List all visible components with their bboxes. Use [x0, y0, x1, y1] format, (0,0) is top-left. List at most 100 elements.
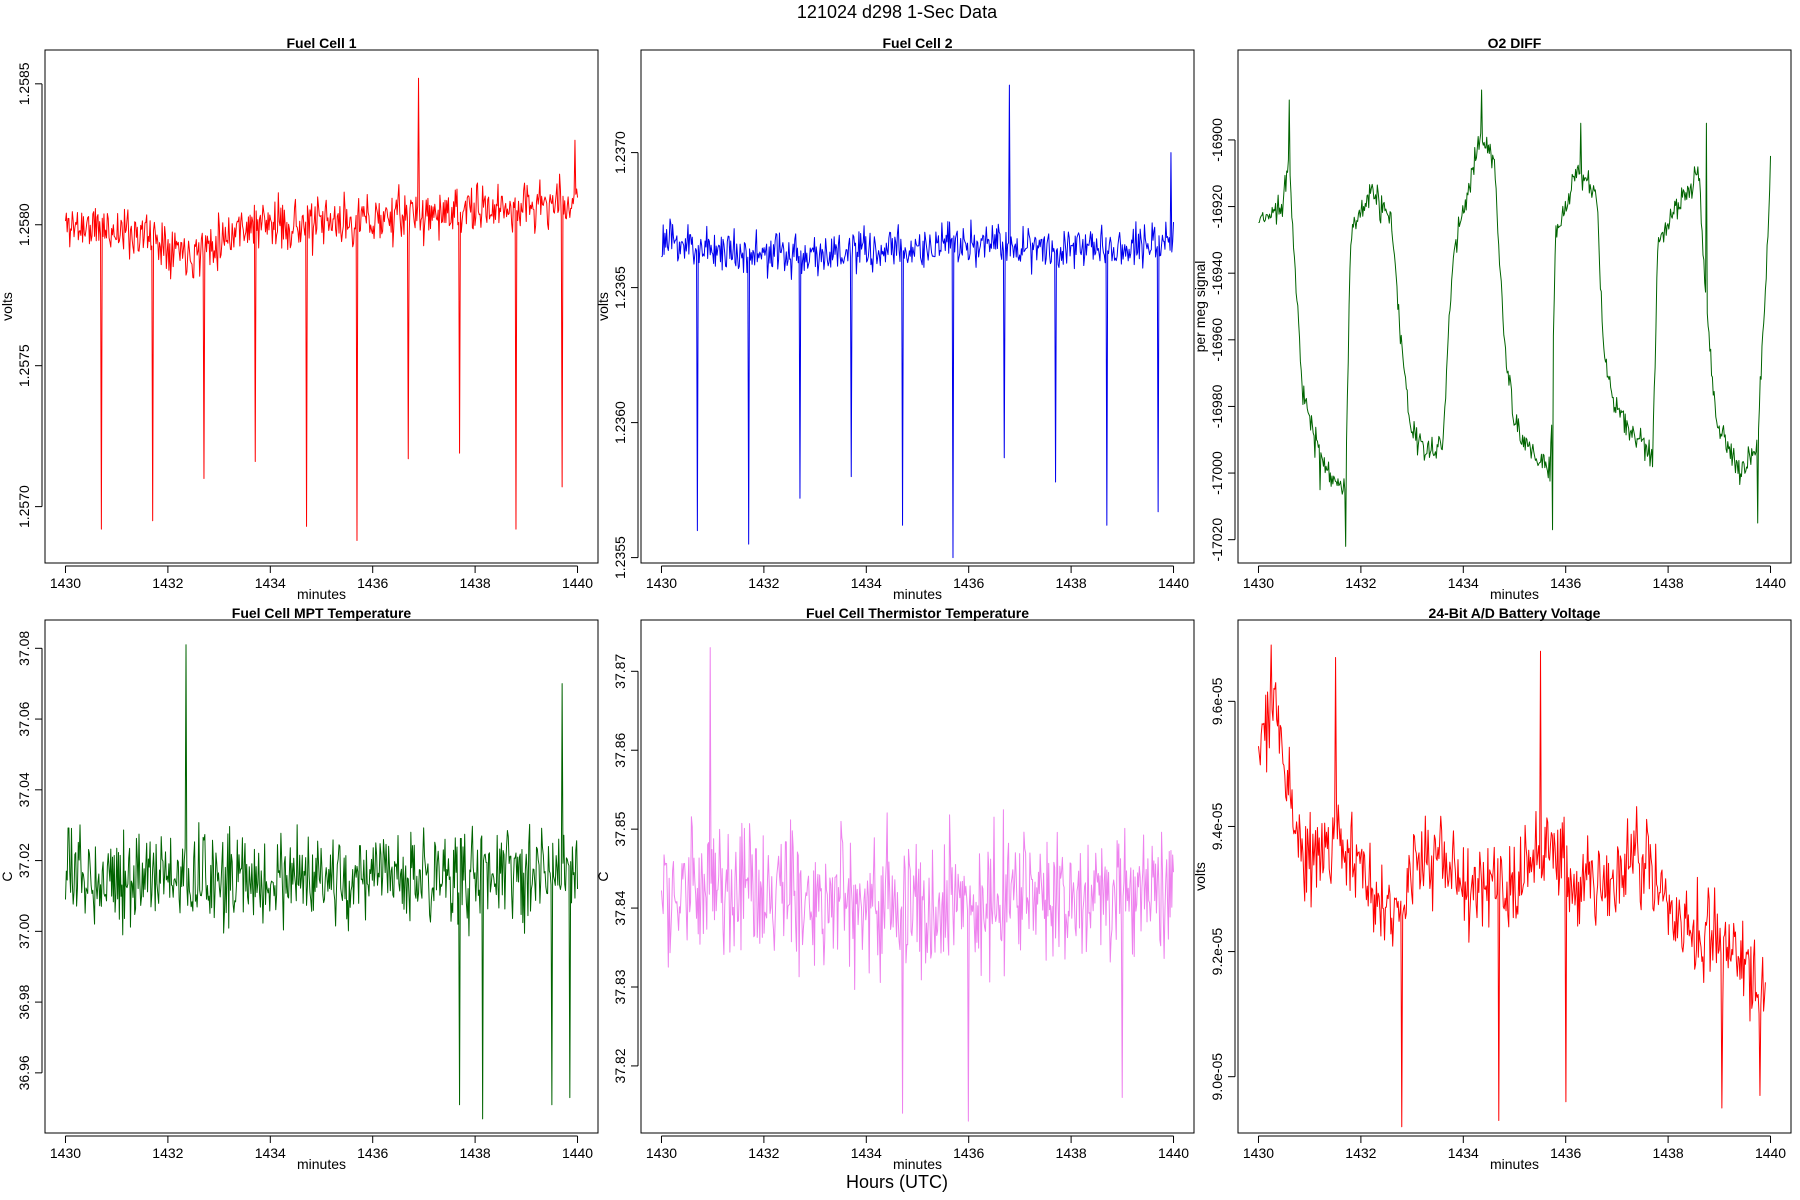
mpt-temperature-x-tick-label: 1438 [460, 1145, 491, 1161]
o2-diff-x-tick-label: 1430 [1243, 575, 1274, 591]
thermistor-temperature-y-label: C [595, 871, 611, 881]
mpt-temperature-y-tick-label: 36.98 [16, 984, 32, 1019]
thermistor-temperature-x-tick-label: 1434 [851, 1145, 882, 1161]
fuel-cell-2-y-tick-label: 1.2360 [612, 401, 628, 444]
battery-voltage-x-tick-label: 1432 [1345, 1145, 1376, 1161]
mpt-temperature-y-tick-label: 37.06 [16, 701, 32, 736]
battery-voltage-x-tick-label: 1436 [1550, 1145, 1581, 1161]
battery-voltage-y-tick-label: 9.2e-05 [1209, 928, 1225, 976]
o2-diff-x-label: minutes [1490, 586, 1539, 602]
fuel-cell-2-x-tick-label: 1434 [851, 575, 882, 591]
fuel-cell-2-x-tick-label: 1440 [1158, 575, 1189, 591]
o2-diff-x-tick-label: 1440 [1755, 575, 1786, 591]
figure-title: 121024 d298 1-Sec Data [797, 2, 998, 22]
battery-voltage-y-tick-label: 9.6e-05 [1209, 677, 1225, 725]
fuel-cell-2-x-tick-label: 1436 [953, 575, 984, 591]
panel-thermistor-temperature: 1430 1432 1434 1436 1438 1440 minutes 37.82 37.8… [595, 605, 1195, 1172]
thermistor-temperature-x-tick-label: 1432 [748, 1145, 779, 1161]
mpt-temperature-y-tick-label: 37.00 [16, 914, 32, 949]
battery-voltage-x-tick-label: 1438 [1653, 1145, 1684, 1161]
fuel-cell-1-x-tick-label: 1440 [562, 575, 593, 591]
mpt-temperature-x-tick-label: 1434 [255, 1145, 286, 1161]
o2-diff-x-tick-label: 1436 [1550, 575, 1581, 591]
fuel-cell-1-plot-frame [44, 49, 599, 564]
panel-o2-diff: 1430 1432 1434 1436 1438 1440 minutes -17020 -17… [1192, 35, 1792, 602]
o2-diff-plot-frame [1237, 49, 1792, 564]
o2-diff-x-tick-label: 1434 [1448, 575, 1479, 591]
thermistor-temperature-x-tick-label: 1440 [1158, 1145, 1189, 1161]
thermistor-temperature-y-tick-label: 37.86 [612, 732, 628, 767]
battery-voltage-x-label: minutes [1490, 1156, 1539, 1172]
fuel-cell-1-y-tick-label: 1.2570 [16, 485, 32, 528]
thermistor-temperature-title: Fuel Cell Thermistor Temperature [806, 605, 1029, 621]
o2-diff-y-tick-label: -16920 [1209, 185, 1225, 229]
mpt-temperature-y-tick-label: 37.04 [16, 772, 32, 807]
o2-diff-y-tick-label: -17020 [1209, 518, 1225, 562]
o2-diff-y-tick-label: -16940 [1209, 251, 1225, 295]
mpt-temperature-series-line [64, 644, 579, 1120]
thermistor-temperature-y-tick-label: 37.82 [612, 1048, 628, 1083]
o2-diff-series-line [1258, 89, 1772, 547]
thermistor-temperature-x-label: minutes [893, 1156, 942, 1172]
fuel-cell-2-title: Fuel Cell 2 [882, 35, 952, 51]
fuel-cell-1-title: Fuel Cell 1 [286, 35, 356, 51]
fuel-cell-1-x-label: minutes [297, 586, 346, 602]
fuel-cell-1-x-tick-label: 1436 [357, 575, 388, 591]
mpt-temperature-y-tick-label: 37.08 [16, 631, 32, 666]
thermistor-temperature-series-line [660, 647, 1175, 1122]
fuel-cell-2-x-tick-label: 1432 [748, 575, 779, 591]
o2-diff-x-tick-label: 1438 [1653, 575, 1684, 591]
thermistor-temperature-y-tick-label: 37.87 [612, 654, 628, 689]
mpt-temperature-x-tick-label: 1436 [357, 1145, 388, 1161]
panel-fuel-cell-2: 1430 1432 1434 1436 1438 1440 minutes 1.2355 1.2… [595, 35, 1195, 602]
thermistor-temperature-plot-frame [640, 619, 1195, 1134]
fuel-cell-2-y-label: volts [595, 292, 611, 321]
fuel-cell-2-x-label: minutes [893, 586, 942, 602]
o2-diff-y-tick-label: -17000 [1209, 451, 1225, 495]
o2-diff-x-tick-label: 1432 [1345, 575, 1376, 591]
fuel-cell-2-y-tick-label: 1.2370 [612, 131, 628, 174]
mpt-temperature-x-tick-label: 1440 [562, 1145, 593, 1161]
mpt-temperature-x-label: minutes [297, 1156, 346, 1172]
fuel-cell-1-y-tick-label: 1.2585 [16, 62, 32, 105]
thermistor-temperature-y-tick-label: 37.84 [612, 890, 628, 925]
mpt-temperature-y-tick-label: 36.96 [16, 1055, 32, 1090]
fuel-cell-1-x-tick-label: 1432 [152, 575, 183, 591]
battery-voltage-x-tick-label: 1434 [1448, 1145, 1479, 1161]
o2-diff-y-tick-label: -16960 [1209, 318, 1225, 362]
o2-diff-title: O2 DIFF [1488, 35, 1542, 51]
panel-mpt-temperature: 1430 1432 1434 1436 1438 1440 minutes 36.96 36.9… [0, 605, 599, 1172]
battery-voltage-x-tick-label: 1440 [1755, 1145, 1786, 1161]
fuel-cell-1-x-tick-label: 1434 [255, 575, 286, 591]
mpt-temperature-y-label: C [0, 871, 15, 881]
mpt-temperature-y-tick-label: 37.02 [16, 843, 32, 878]
thermistor-temperature-x-tick-label: 1438 [1056, 1145, 1087, 1161]
fuel-cell-2-series-line [661, 84, 1175, 559]
fuel-cell-2-y-tick-label: 1.2355 [612, 536, 628, 579]
fuel-cell-2-y-tick-label: 1.2365 [612, 266, 628, 309]
panels: 1430 1432 1434 1436 1438 1440 minutes 1.2570 1.2… [0, 35, 1792, 1172]
thermistor-temperature-y-tick-label: 37.85 [612, 811, 628, 846]
fuel-cell-2-x-tick-label: 1430 [646, 575, 677, 591]
fuel-cell-1-series-line [64, 77, 579, 541]
fuel-cell-1-x-tick-label: 1430 [50, 575, 81, 591]
fuel-cell-1-y-tick-label: 1.2575 [16, 344, 32, 387]
battery-voltage-title: 24-Bit A/D Battery Voltage [1429, 605, 1601, 621]
mpt-temperature-plot-frame [44, 619, 599, 1134]
battery-voltage-x-tick-label: 1430 [1243, 1145, 1274, 1161]
o2-diff-y-tick-label: -16900 [1209, 118, 1225, 162]
fuel-cell-2-x-tick-label: 1438 [1056, 575, 1087, 591]
thermistor-temperature-x-tick-label: 1436 [953, 1145, 984, 1161]
mpt-temperature-x-tick-label: 1432 [152, 1145, 183, 1161]
thermistor-temperature-y-tick-label: 37.83 [612, 969, 628, 1004]
fuel-cell-1-x-tick-label: 1438 [460, 575, 491, 591]
panel-fuel-cell-1: 1430 1432 1434 1436 1438 1440 minutes 1.2570 1.2… [0, 35, 599, 602]
fuel-cell-1-y-tick-label: 1.2580 [16, 203, 32, 246]
fuel-cell-1-y-label: volts [0, 292, 15, 321]
panel-battery-voltage: 1430 1432 1434 1436 1438 1440 minutes 9.0e-05 9.… [1192, 605, 1792, 1172]
mpt-temperature-x-tick-label: 1430 [50, 1145, 81, 1161]
battery-voltage-plot-frame [1237, 619, 1792, 1134]
o2-diff-y-label: per meg signal [1192, 261, 1208, 353]
battery-voltage-series-line [1257, 644, 1766, 1128]
